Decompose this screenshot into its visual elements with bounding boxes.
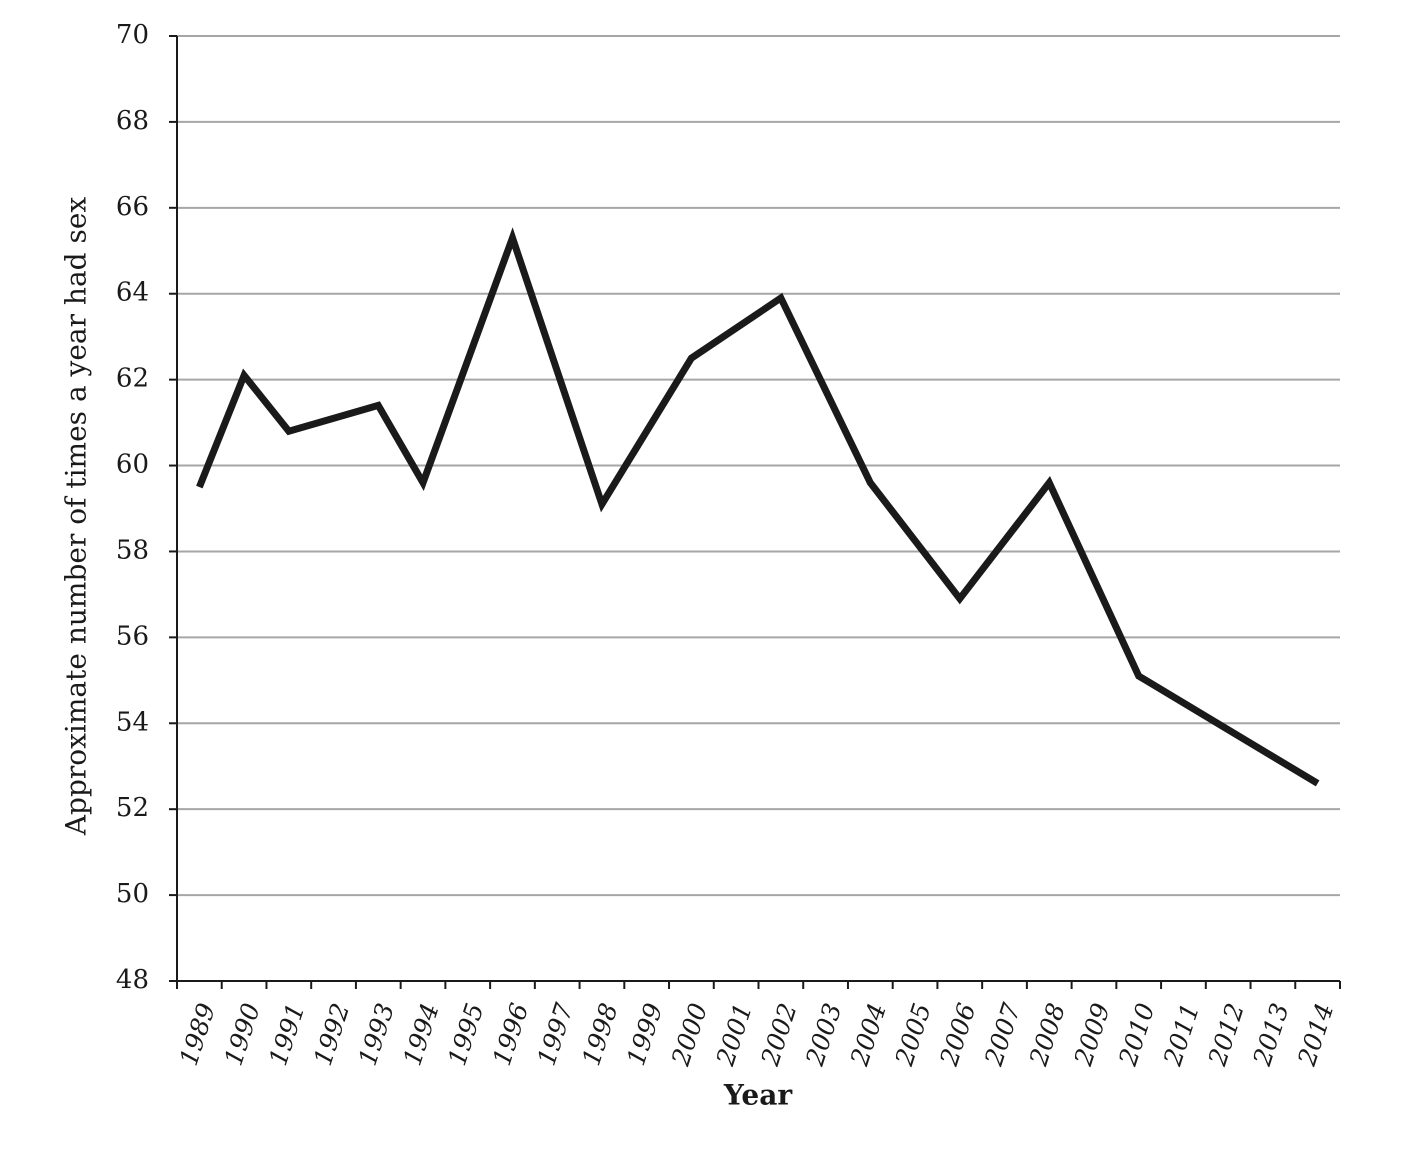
x-tick-label: 1996 (487, 1000, 534, 1070)
x-tick-label: 1998 (576, 1000, 623, 1069)
data-line (196, 227, 1320, 787)
y-tick-label: 60 (116, 450, 149, 480)
x-tick-label: 2006 (934, 1000, 982, 1071)
y-tick-label: 70 (116, 20, 149, 50)
y-tick-label: 50 (116, 879, 149, 909)
x-tick-label: 2008 (1023, 1000, 1071, 1070)
x-tick-label: 2002 (755, 1000, 803, 1070)
x-tick-label: 1992 (308, 1000, 355, 1069)
y-axis-label: Approximate number of times a year had s… (60, 197, 93, 837)
y-tick-label: 48 (116, 965, 149, 995)
x-tick-label: 2004 (844, 1000, 892, 1070)
x-tick-label: 2007 (979, 1000, 1027, 1071)
x-tick-label: 2012 (1202, 1000, 1250, 1070)
y-tick-label: 64 (116, 278, 149, 308)
y-tick-label: 56 (116, 621, 149, 651)
x-tick-label: 2010 (1113, 1000, 1161, 1071)
y-tick-label: 68 (116, 106, 149, 136)
x-tick-label: 2000 (666, 1000, 714, 1071)
x-tick-label: 2011 (1158, 1000, 1206, 1070)
x-tick-label: 2005 (889, 1000, 937, 1070)
x-tick-label: 1995 (442, 1000, 489, 1069)
x-axis-label: Year (723, 1079, 794, 1112)
x-tick-label: 1991 (263, 1000, 310, 1069)
x-tick-label: 1997 (532, 1000, 579, 1070)
x-tick-label: 2003 (800, 1000, 848, 1070)
x-tick-label: 2001 (710, 1000, 758, 1070)
y-tick-label: 54 (116, 707, 149, 737)
y-tick-label: 62 (116, 364, 149, 394)
y-tick-label: 58 (116, 535, 149, 565)
x-tick-label: 1989 (174, 1000, 221, 1070)
x-tick-label: 1994 (397, 1000, 444, 1069)
x-tick-label: 2009 (1068, 1000, 1116, 1071)
y-tick-label: 66 (116, 192, 149, 222)
x-tick-label: 1990 (219, 1000, 266, 1070)
x-tick-label: 2014 (1292, 1000, 1340, 1070)
y-tick-label: 52 (116, 793, 149, 823)
x-tick-label: 1993 (353, 1000, 400, 1069)
x-tick-label: 1999 (621, 1000, 668, 1070)
x-tick-label: 2013 (1247, 1000, 1295, 1070)
